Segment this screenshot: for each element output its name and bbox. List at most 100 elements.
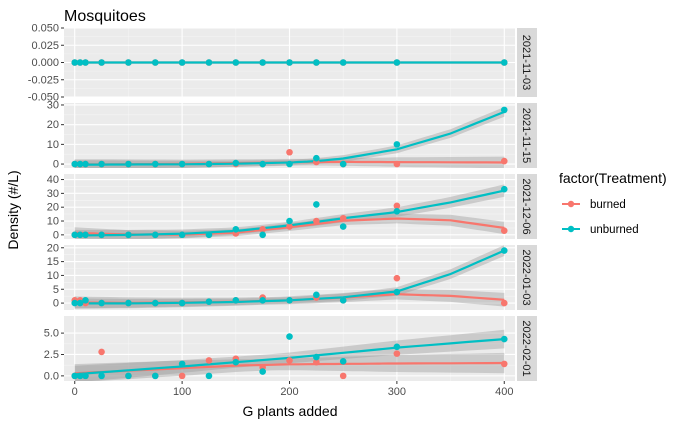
- y-tick-label: 20: [47, 119, 59, 131]
- panels: -0.050-0.0250.0000.0250.0502021-11-03010…: [28, 23, 537, 382]
- point-unburned: [393, 343, 401, 351]
- y-tick-label: 10: [47, 139, 59, 151]
- point-unburned: [82, 297, 89, 304]
- point-unburned: [393, 208, 401, 215]
- y-tick-label: 20: [47, 202, 59, 214]
- point-unburned: [82, 231, 89, 239]
- point-unburned: [98, 231, 105, 239]
- y-tick-label: 10: [47, 270, 59, 282]
- facet-strip-label: 2022-02-01: [520, 320, 532, 376]
- point-unburned: [76, 299, 84, 307]
- legend-title: factor(Treatment): [559, 170, 667, 186]
- point-burned: [393, 202, 401, 210]
- point-unburned: [205, 59, 213, 66]
- confidence-band-unburned: [74, 107, 505, 168]
- x-tick-label: 200: [280, 386, 298, 398]
- point-unburned: [82, 372, 89, 380]
- point-burned: [339, 214, 347, 222]
- point-unburned: [98, 160, 105, 168]
- point-burned: [339, 372, 347, 380]
- point-unburned: [259, 59, 266, 66]
- point-unburned: [259, 231, 266, 239]
- point-burned: [313, 358, 320, 366]
- point-unburned: [205, 372, 213, 380]
- point-unburned: [125, 160, 132, 168]
- point-unburned: [151, 231, 159, 239]
- point-burned: [500, 299, 508, 307]
- point-unburned: [71, 372, 79, 380]
- point-unburned: [393, 141, 401, 148]
- point-burned: [500, 360, 508, 368]
- x-tick-label: 0: [72, 386, 78, 398]
- point-burned: [178, 372, 186, 380]
- point-burned: [205, 357, 213, 364]
- point-unburned: [232, 297, 240, 304]
- point-unburned: [259, 368, 266, 375]
- point-unburned: [232, 159, 240, 167]
- y-tick-label: -0.050: [28, 92, 59, 104]
- point-unburned: [178, 59, 186, 66]
- point-unburned: [313, 59, 320, 66]
- point-unburned: [76, 59, 84, 66]
- panel-content: [71, 184, 508, 239]
- panel-2021-11-03: -0.050 -0.025 0.000 0.025 0.050 2021-11-03: [28, 23, 537, 104]
- point-unburned: [500, 185, 508, 193]
- x-tick-label: 100: [173, 386, 191, 398]
- y-tick-label: -0.025: [28, 74, 59, 86]
- point-unburned: [500, 59, 508, 66]
- panel-2022-02-01: 0.0 2.5 5.0 2022-02-01: [44, 316, 537, 382]
- point-unburned: [125, 299, 132, 307]
- point-unburned: [232, 59, 240, 66]
- point-unburned: [286, 59, 293, 66]
- x-axis-label: G plants added: [243, 403, 338, 419]
- panel-2021-12-06: 010 20 30 40 2021-12-06: [47, 174, 537, 241]
- point-unburned: [71, 59, 79, 66]
- point-burned: [393, 274, 401, 282]
- point-unburned: [205, 160, 213, 168]
- facet-strip: [517, 174, 537, 239]
- panel-content: [71, 245, 508, 309]
- point-unburned: [178, 299, 186, 307]
- point-unburned: [98, 299, 105, 307]
- legend-label-burned: burned: [590, 199, 626, 211]
- point-unburned: [500, 247, 508, 254]
- point-unburned: [313, 291, 320, 299]
- point-unburned: [71, 299, 79, 307]
- point-unburned: [313, 201, 320, 208]
- point-unburned: [71, 160, 79, 168]
- panel-content: [71, 106, 508, 168]
- point-burned: [286, 223, 293, 230]
- facet-strip: [517, 245, 537, 310]
- point-unburned: [500, 106, 508, 114]
- y-tick-label: 20: [47, 242, 59, 254]
- point-burned: [259, 226, 266, 233]
- point-burned: [500, 157, 508, 165]
- point-unburned: [125, 59, 132, 66]
- point-unburned: [286, 333, 293, 340]
- y-tick-label: 5.0: [44, 328, 59, 340]
- y-tick-label: 30: [47, 188, 59, 200]
- point-burned: [98, 348, 105, 356]
- point-unburned: [178, 231, 186, 239]
- point-burned: [393, 160, 401, 168]
- y-tick-label: 2.5: [44, 349, 59, 361]
- y-tick-label: 0: [53, 229, 59, 241]
- panel-content: [71, 59, 508, 66]
- point-burned: [393, 350, 401, 357]
- y-tick-label: 40: [47, 174, 59, 186]
- facet-strip: [517, 316, 537, 381]
- facet-strip: [517, 28, 537, 97]
- point-unburned: [232, 358, 240, 366]
- facet-strip: [517, 103, 537, 168]
- point-burned: [500, 227, 508, 235]
- point-burned: [286, 148, 293, 156]
- facet-strip-label: 2021-11-03: [520, 35, 532, 90]
- x-axis: 0 100 200 300 400: [72, 381, 513, 398]
- point-unburned: [286, 297, 293, 304]
- chart-title: Mosquitoes: [64, 8, 146, 25]
- point-unburned: [339, 59, 347, 66]
- panel-content: [71, 329, 508, 381]
- point-unburned: [286, 160, 293, 168]
- y-tick-label: 0.0: [44, 370, 59, 382]
- point-unburned: [151, 59, 159, 66]
